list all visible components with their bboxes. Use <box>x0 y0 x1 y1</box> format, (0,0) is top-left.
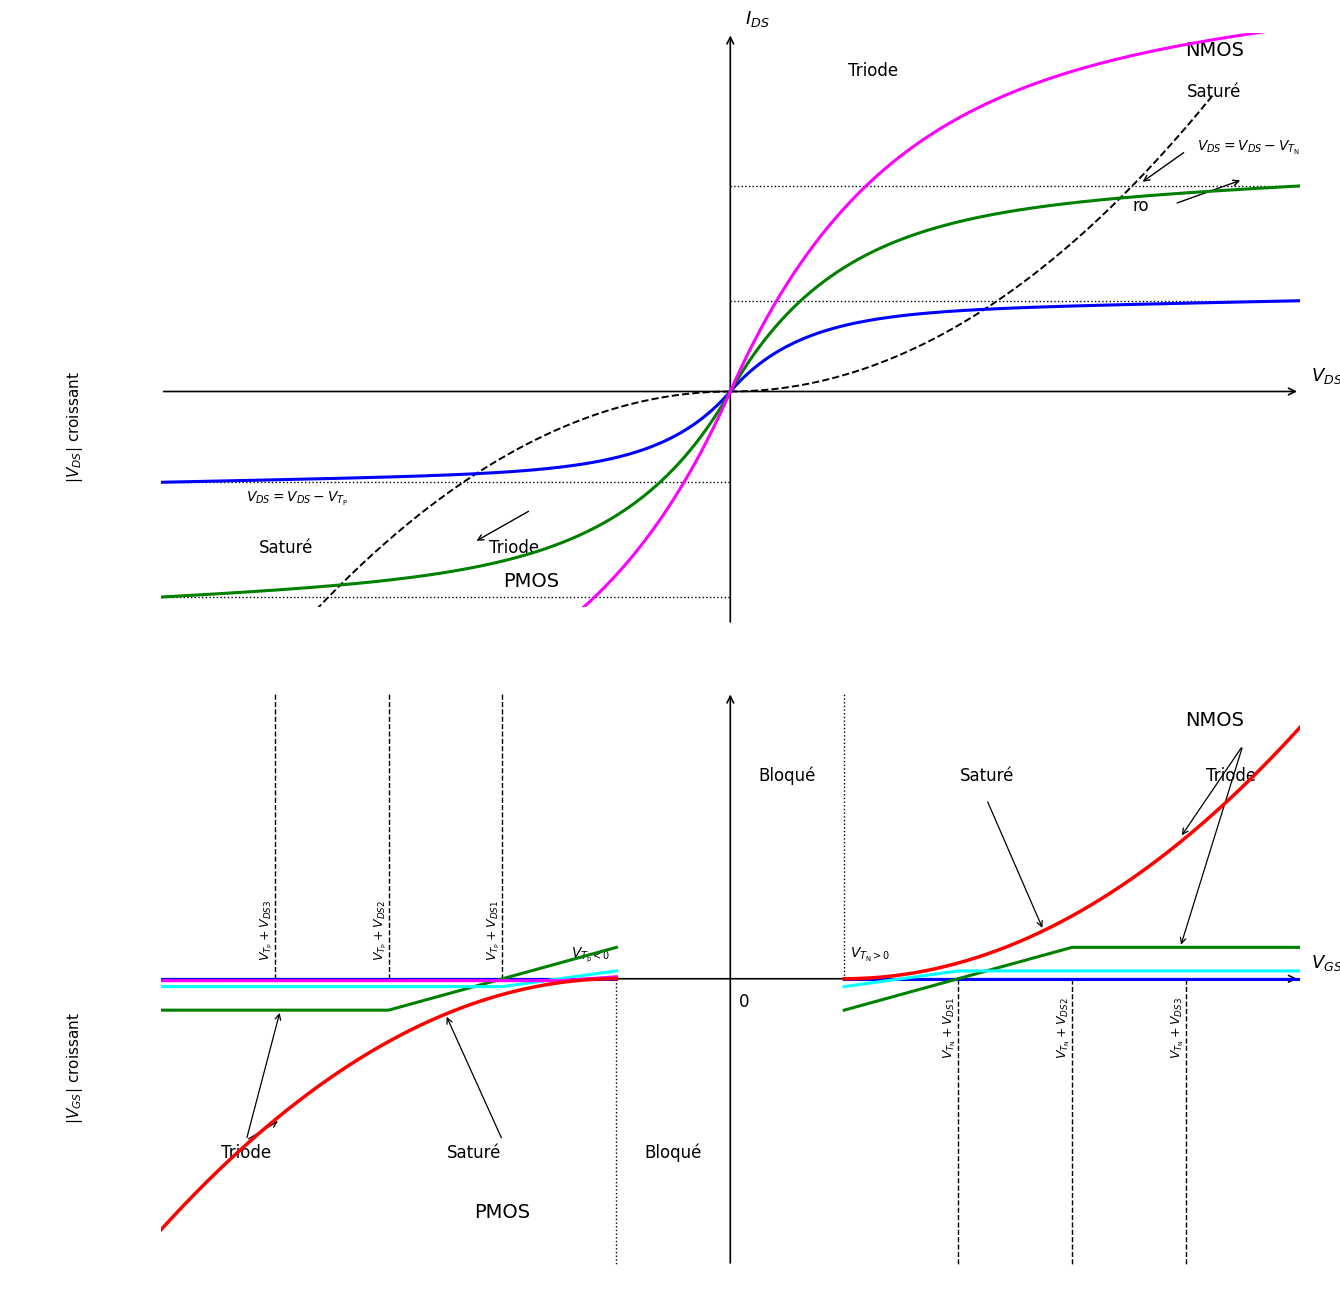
Text: Bloqué: Bloqué <box>758 767 816 786</box>
Text: ro: ro <box>1132 197 1148 215</box>
Text: Saturé: Saturé <box>259 539 314 557</box>
Text: Triode: Triode <box>489 539 539 557</box>
Text: PMOS: PMOS <box>502 572 559 591</box>
Text: NMOS: NMOS <box>1185 711 1244 729</box>
Text: $V_{T_\mathrm{N}} + V_{DS1}$: $V_{T_\mathrm{N}} + V_{DS1}$ <box>942 997 958 1058</box>
Text: $|V_{GS}|$ croissant: $|V_{GS}|$ croissant <box>66 1013 86 1125</box>
Text: $V_{DS} = V_{DS} - V_{T_\mathrm{P}}$: $V_{DS} = V_{DS} - V_{T_\mathrm{P}}$ <box>247 491 348 508</box>
Text: Triode: Triode <box>848 61 898 80</box>
Text: Saturé: Saturé <box>1187 84 1242 102</box>
Text: $V_{GS}$: $V_{GS}$ <box>1311 954 1340 974</box>
Text: 0: 0 <box>738 993 749 1011</box>
Text: $V_{T_\mathrm{P}} + V_{DS1}$: $V_{T_\mathrm{P}} + V_{DS1}$ <box>486 899 502 960</box>
Text: $V_{T_\mathrm{P}} + V_{DS2}$: $V_{T_\mathrm{P}} + V_{DS2}$ <box>373 900 389 960</box>
Text: Saturé: Saturé <box>959 767 1014 786</box>
Text: $V_{T_\mathrm{P}} + V_{DS3}$: $V_{T_\mathrm{P}} + V_{DS3}$ <box>259 899 275 960</box>
Text: $|V_{DS}|$ croissant: $|V_{DS}|$ croissant <box>66 372 86 483</box>
Text: $I_{DS}$: $I_{DS}$ <box>745 9 769 29</box>
Text: $V_{T_\mathrm{p}<0}$: $V_{T_\mathrm{p}<0}$ <box>571 946 611 964</box>
Text: Saturé: Saturé <box>446 1144 501 1163</box>
Text: Bloqué: Bloqué <box>645 1143 702 1163</box>
Text: Triode: Triode <box>1206 767 1257 786</box>
Text: $V_{DS}$: $V_{DS}$ <box>1311 367 1340 386</box>
Text: Triode: Triode <box>221 1144 271 1163</box>
Text: $V_{T_\mathrm{N}} + V_{DS2}$: $V_{T_\mathrm{N}} + V_{DS2}$ <box>1056 997 1072 1058</box>
Text: $V_{T_\mathrm{N}} + V_{DS3}$: $V_{T_\mathrm{N}} + V_{DS3}$ <box>1170 997 1186 1058</box>
Text: NMOS: NMOS <box>1185 40 1244 60</box>
Text: $V_{T_\mathrm{N}>0}$: $V_{T_\mathrm{N}>0}$ <box>850 946 890 964</box>
Text: PMOS: PMOS <box>474 1202 531 1221</box>
Text: $V_{DS} = V_{DS} - V_{T_\mathrm{N}}$: $V_{DS} = V_{DS} - V_{T_\mathrm{N}}$ <box>1198 138 1300 157</box>
